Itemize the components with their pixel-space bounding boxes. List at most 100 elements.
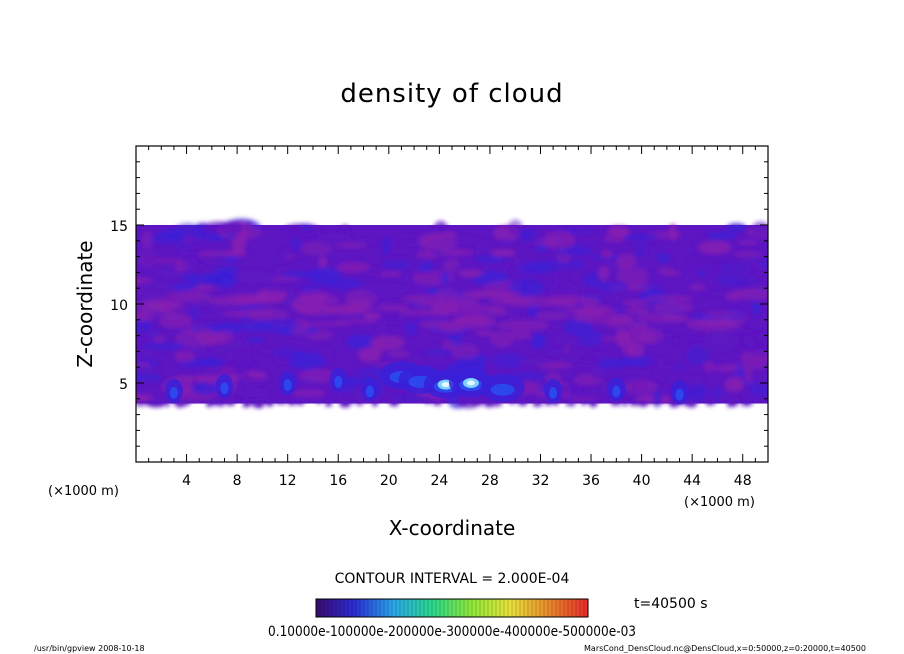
cloud-patch	[238, 321, 276, 332]
cloud-patch	[715, 392, 739, 400]
cloud-patch	[318, 256, 327, 270]
cloud-patch	[159, 229, 187, 241]
cloud-patch	[229, 359, 258, 373]
cloud-edge	[148, 399, 158, 408]
cloud-patch	[490, 330, 514, 348]
cloud-patch	[726, 223, 747, 232]
cloud-edge	[165, 402, 170, 407]
cloud-patch	[198, 357, 228, 367]
cloud-patch	[418, 262, 435, 273]
cloud-patch	[272, 348, 304, 358]
cloud-patch	[273, 266, 295, 274]
cloud-patch	[281, 246, 307, 260]
cloud-band	[585, 307, 616, 314]
cloud-patch	[318, 233, 352, 241]
cloud-edge	[685, 400, 698, 408]
x-axis: 4 8 12 16 20 24 28 32 36 40 44 48	[148, 146, 756, 489]
cloud-patch	[738, 240, 758, 245]
cloud-band	[502, 296, 559, 308]
cloud-patch	[688, 283, 706, 291]
cloud-patch	[221, 250, 244, 256]
cloud-patch	[182, 302, 205, 308]
cloud-patch	[633, 284, 662, 289]
x-tick-label: 16	[329, 473, 347, 489]
cloud-patch	[729, 335, 755, 351]
cloud-edge	[265, 397, 274, 407]
cloud-patch	[598, 282, 630, 292]
cloud-patch	[652, 390, 662, 408]
x-tick-label: 20	[380, 473, 398, 489]
cloud-band	[234, 294, 285, 305]
cloud-patch	[673, 336, 710, 348]
cloud-band	[452, 315, 496, 326]
cloud-patch	[744, 368, 753, 385]
cloud-patch	[137, 247, 160, 265]
cloud-patch	[141, 231, 153, 249]
cloud-patch	[308, 267, 342, 285]
cloud-patch	[417, 232, 459, 251]
cloud-edge	[371, 398, 378, 407]
cloud-edge	[206, 399, 212, 408]
cloud-patch	[231, 304, 266, 310]
cloud-patch	[451, 343, 480, 360]
cloud-edge	[653, 399, 663, 404]
cloud-patch	[751, 221, 768, 236]
cloud-patch	[225, 233, 237, 240]
cloud-patch	[390, 242, 409, 255]
cloud-patch	[210, 284, 232, 289]
cloud-band	[496, 319, 550, 331]
cloud-patch	[475, 331, 496, 336]
cloud-patch	[491, 352, 526, 369]
cloud-patch	[446, 334, 456, 341]
cloud-patch	[387, 350, 411, 358]
cloud-patch	[264, 285, 296, 292]
cloud-patch	[219, 357, 235, 366]
cloud-cell-peak-core	[466, 380, 475, 386]
cloud-edge	[275, 399, 287, 405]
cloud-edge	[731, 397, 739, 405]
cloud-patch	[152, 334, 165, 343]
cloud-patch	[697, 270, 707, 277]
cloud-edge	[707, 399, 713, 406]
cloud-cell-core	[675, 388, 684, 401]
y-unit-label: (×1000 m)	[48, 484, 119, 499]
cloud-cell-core	[365, 385, 374, 398]
cloud-patch	[231, 236, 247, 252]
cloud-edge	[184, 399, 191, 405]
cloud-patch	[291, 236, 302, 252]
cloud-edge	[740, 401, 753, 407]
cloud-patch	[500, 258, 529, 264]
cloud-patch	[724, 261, 767, 280]
cloud-band	[420, 319, 453, 330]
cloud-patch	[370, 364, 381, 372]
cloud-patch	[141, 342, 185, 351]
cloud-patch	[433, 220, 448, 237]
contour-interval: CONTOUR INTERVAL = 2.000E-04	[335, 571, 570, 587]
x-unit-label: (×1000 m)	[684, 495, 755, 510]
cloud-patch	[627, 233, 660, 240]
cloud-band	[566, 307, 593, 314]
cloud-patch	[508, 278, 546, 297]
cloud-edge	[250, 400, 262, 407]
cloud-band	[165, 290, 212, 302]
cloud-edge	[222, 399, 230, 405]
cloud-patch	[231, 388, 272, 397]
cloud-edge	[565, 401, 577, 406]
cloud-patch	[542, 231, 576, 250]
cloud-patch	[318, 346, 334, 361]
cloud-patch	[630, 255, 661, 268]
cloud-patch	[439, 249, 475, 256]
cloud-edge	[726, 399, 733, 408]
cloud-patch	[624, 379, 659, 394]
cloud-patch	[548, 282, 578, 298]
cloud-patch	[203, 272, 238, 285]
cloud-edge	[289, 397, 296, 405]
cloud-patch	[212, 345, 241, 361]
cloud-patch	[299, 224, 314, 231]
x-tick-label: 48	[734, 473, 752, 489]
y-tick-label: 10	[110, 298, 128, 314]
cloud-band	[628, 322, 649, 330]
cloud-patch	[299, 369, 338, 383]
cloud-edge	[339, 399, 351, 408]
cloud-patch	[244, 220, 254, 235]
